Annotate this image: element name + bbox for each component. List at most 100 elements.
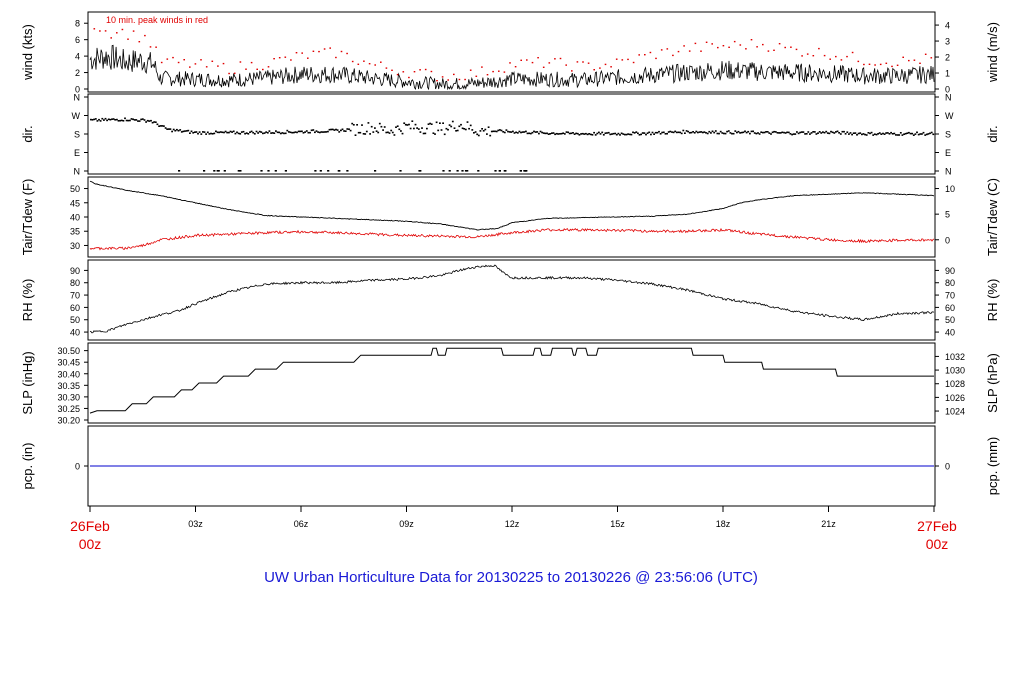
- peak-wind-point: [520, 59, 522, 61]
- wind-dir-point: [432, 132, 435, 134]
- peak-wind-point: [885, 62, 888, 64]
- peak-wind-point: [329, 47, 331, 49]
- wind-dir-point: [297, 130, 300, 133]
- wind-dir-point: [159, 125, 162, 127]
- wind-dir-point: [154, 121, 157, 123]
- wind-dir-point: [591, 134, 594, 136]
- wind-dir-point: [184, 130, 186, 132]
- wind-dir-point: [458, 125, 461, 128]
- hour-tick-label: 12z: [505, 519, 520, 529]
- pcp-ylabel-left: pcp. (in): [20, 443, 35, 490]
- calm-dir-point: [314, 170, 317, 172]
- wind-dir-point: [723, 132, 725, 135]
- wind-dir-point: [378, 122, 381, 125]
- wind-dir-point: [778, 132, 780, 134]
- wind-dir-point: [98, 118, 100, 121]
- wind-dir-point: [718, 132, 720, 135]
- wind-dir-point: [189, 132, 191, 134]
- calm-dir-point: [374, 170, 377, 172]
- wind-dir-point: [721, 132, 724, 134]
- rh-left-tick-label: 90: [70, 266, 80, 276]
- wind-dir-point: [464, 128, 467, 131]
- wind-dir-point: [528, 132, 530, 135]
- wind-dir-point: [507, 130, 509, 133]
- peak-wind-point: [672, 54, 674, 57]
- peak-wind-point: [733, 40, 736, 43]
- wind-dir-point: [916, 131, 918, 134]
- wind-dir-point: [193, 131, 196, 133]
- calm-dir-point: [477, 170, 480, 172]
- wind-dir-point: [299, 130, 302, 133]
- wind-dir-point: [810, 132, 813, 134]
- wind-dir-point: [752, 130, 754, 133]
- wind-dir-point: [848, 133, 850, 135]
- wind-right-ticks: 0 1 2 3 4: [935, 21, 950, 95]
- peak-wind-point: [385, 67, 388, 69]
- wind-dir-point: [875, 133, 878, 136]
- dir-right-tick-label: N: [945, 93, 952, 103]
- peak-wind-point: [262, 68, 264, 71]
- peak-wind-point: [683, 45, 685, 47]
- wind-dir-point: [615, 133, 618, 136]
- wind-dir-point: [484, 128, 487, 131]
- peak-wind-point: [773, 49, 775, 51]
- slp-right-tick-label: 1032: [945, 352, 965, 362]
- wind-dir-point: [612, 132, 615, 135]
- wind-dir-point: [330, 128, 332, 131]
- wind-dir-point: [476, 133, 479, 136]
- wind-dir-point: [619, 134, 621, 136]
- wind-dir-point: [773, 130, 776, 133]
- wind-dir-point: [377, 131, 380, 134]
- calm-dir-point: [494, 170, 497, 172]
- wind-dir-point: [93, 118, 95, 121]
- wind-left-tick-label: 8: [75, 19, 80, 29]
- peak-wind-point: [233, 72, 236, 74]
- wind-dir-point: [654, 131, 657, 134]
- wind-dir-point: [593, 131, 595, 134]
- peak-wind-point: [430, 70, 433, 73]
- peak-wind-point: [194, 63, 197, 65]
- wind-dir-point: [559, 133, 561, 135]
- wind-dir-point: [323, 131, 326, 133]
- wind-dir-point: [731, 132, 733, 135]
- wind-dir-point: [557, 133, 560, 135]
- air-temp-line: [89, 180, 935, 231]
- wind-dir-point: [635, 131, 638, 133]
- peak-wind-point: [649, 51, 652, 54]
- wind-dir-point: [776, 132, 779, 134]
- wind-dir-point: [398, 128, 401, 131]
- hour-tick-label: 18z: [716, 519, 731, 529]
- wind-dir-point: [289, 131, 292, 134]
- peak-wind-point: [110, 37, 112, 39]
- wind-dir-point: [279, 132, 282, 135]
- wind-dir-point: [838, 132, 840, 134]
- wind-dir-point: [148, 120, 151, 122]
- peak-wind-point: [750, 39, 753, 41]
- wind-dir-point: [116, 118, 118, 121]
- wind-dir-point: [374, 127, 376, 129]
- wind-dir-point: [560, 132, 563, 135]
- peak-wind-point: [615, 58, 618, 60]
- wind-dir-point: [466, 121, 469, 123]
- wind-dir-point: [357, 131, 360, 134]
- wind-dir-point: [502, 131, 505, 133]
- wind-dir-point: [422, 132, 425, 135]
- wind-dir-point: [210, 132, 212, 135]
- wind-dir-point: [908, 131, 910, 134]
- wind-dir-point: [120, 119, 123, 122]
- slp-left-tick-label: 30.35: [57, 381, 80, 391]
- wind-dir-point: [692, 131, 694, 133]
- time-axis: 26Feb 00z 27Feb 00z 03z 06z 09z 12z 15z 18z 21…: [70, 506, 957, 552]
- peak-wind-point: [784, 46, 786, 49]
- wind-dir-point: [784, 132, 787, 134]
- wind-dir-point: [925, 133, 928, 136]
- peak-wind-point: [447, 79, 449, 81]
- wind-dir-point: [400, 130, 402, 132]
- peak-wind-point: [464, 78, 466, 81]
- wind-dir-point: [187, 129, 190, 132]
- wind-dir-point: [684, 132, 686, 134]
- pcp-ylabel-right: pcp. (mm): [985, 437, 1000, 496]
- slp-right-tick-label: 1028: [945, 379, 965, 389]
- temp-left-ticks: 30 35 40 45 50: [70, 184, 88, 251]
- peak-wind-point: [790, 46, 792, 48]
